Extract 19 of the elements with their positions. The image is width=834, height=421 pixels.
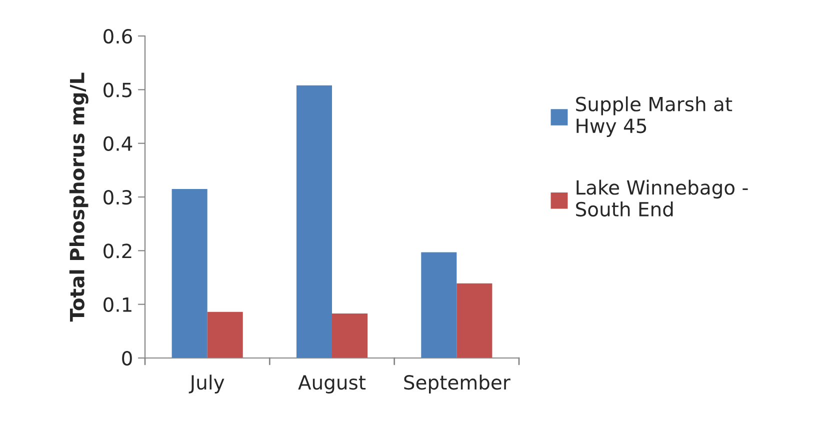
y-tick-label: 0.4 xyxy=(104,136,132,151)
y-axis-title: Total Phosphorus mg/L xyxy=(69,72,88,322)
y-tick-label: 0.1 xyxy=(104,297,132,312)
x-tick-label: September xyxy=(404,374,510,394)
bar xyxy=(421,252,457,358)
y-tick-label: 0.5 xyxy=(104,82,132,98)
bar xyxy=(456,283,492,358)
bar xyxy=(172,188,208,358)
bar xyxy=(296,85,332,358)
x-tick-label: July xyxy=(188,374,224,394)
y-tick-label: 0.6 xyxy=(104,28,132,44)
y-tick-label: 0.2 xyxy=(104,244,132,258)
legend-label: Supple Marsh at Hwy 45 xyxy=(576,96,732,137)
y-tick-label: 0.3 xyxy=(104,190,132,205)
y-tick-label: 0 xyxy=(122,350,132,366)
legend-label: Lake Winnebago - South End xyxy=(576,180,748,217)
x-tick-label: August xyxy=(298,375,366,394)
bar xyxy=(332,313,368,358)
bar xyxy=(207,312,243,358)
